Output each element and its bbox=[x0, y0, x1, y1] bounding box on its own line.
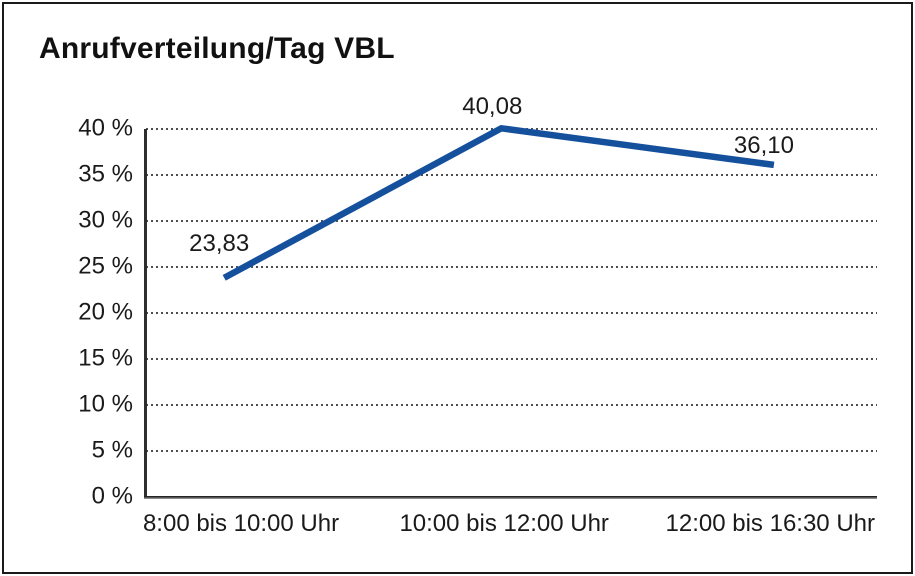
y-tick-label: 25 % bbox=[78, 252, 133, 280]
gridline bbox=[146, 358, 877, 360]
data-point-label: 23,83 bbox=[189, 229, 250, 257]
y-tick-label: 20 % bbox=[78, 298, 133, 326]
x-category-label: 10:00 bis 12:00 Uhr bbox=[399, 510, 609, 537]
gridline bbox=[146, 404, 877, 406]
y-axis-line bbox=[144, 129, 147, 497]
x-category-label: 12:00 bis 16:30 Uhr bbox=[665, 510, 876, 537]
data-point-label: 36,10 bbox=[733, 131, 794, 159]
y-tick-label: 5 % bbox=[91, 436, 133, 464]
gridline bbox=[146, 312, 877, 314]
gridline bbox=[146, 174, 877, 176]
y-tick-label: 15 % bbox=[78, 344, 133, 372]
data-point-label: 40,08 bbox=[462, 93, 523, 121]
chart-title: Anrufverteilung/Tag VBL bbox=[39, 32, 395, 65]
gridline bbox=[146, 220, 877, 222]
y-tick-label: 10 % bbox=[78, 390, 133, 418]
series-line-layer bbox=[222, 124, 775, 281]
gridline bbox=[146, 266, 877, 268]
x-axis-line bbox=[144, 496, 877, 499]
plot-area: 0 % 5 % 10 % 15 % 20 % 25 % 30 % 35 % 40 % 8:00 … bbox=[78, 93, 877, 537]
y-tick-label: 35 % bbox=[78, 160, 133, 188]
gridline bbox=[146, 450, 877, 452]
y-tick-label: 30 % bbox=[78, 206, 133, 234]
x-category-label: 8:00 bis 10:00 Uhr bbox=[142, 510, 340, 537]
y-tick-label: 40 % bbox=[78, 114, 133, 142]
series-line bbox=[222, 124, 775, 281]
y-tick-label: 0 % bbox=[91, 482, 133, 510]
